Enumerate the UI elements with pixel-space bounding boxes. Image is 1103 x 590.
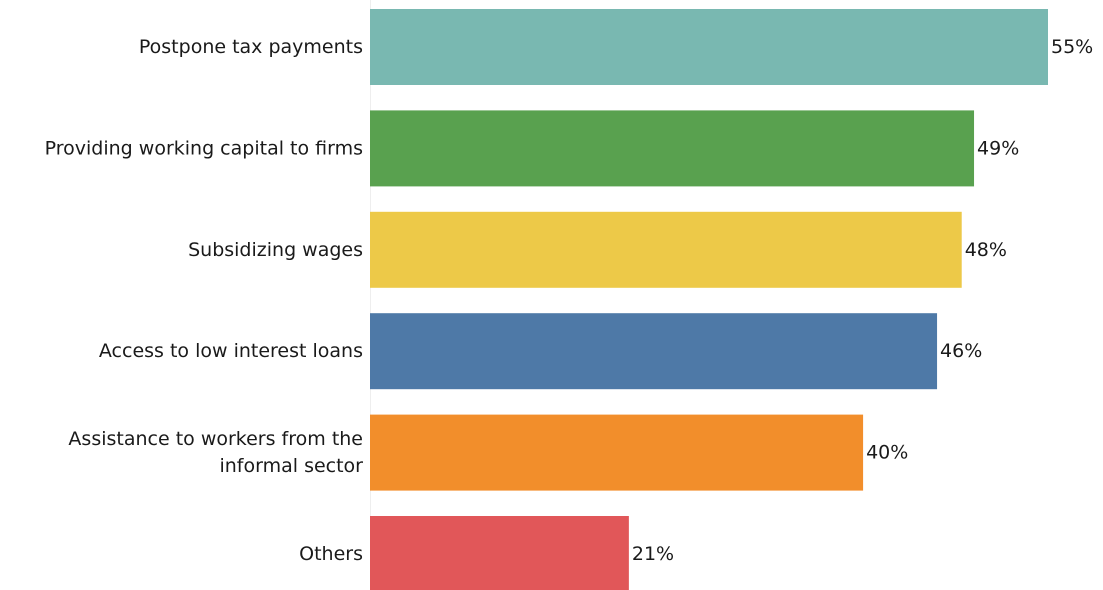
value-label-2: 48% (965, 239, 1007, 261)
value-label-3: 46% (940, 340, 982, 362)
bar-2 (370, 211, 962, 288)
bar-5 (370, 516, 629, 590)
bars-group (370, 9, 1048, 590)
category-label-0: Postpone tax payments (139, 36, 363, 58)
category-label-4-line-1: informal sector (219, 455, 363, 477)
bar-0 (370, 9, 1048, 85)
value-label-1: 49% (977, 137, 1019, 159)
category-labels-group: Postpone tax payments Providing working c… (45, 36, 364, 565)
value-label-5: 21% (632, 543, 674, 565)
value-label-0: 55% (1051, 36, 1093, 58)
category-label-5: Others (299, 543, 363, 565)
bar-3 (370, 313, 938, 390)
category-label-4-line-0: Assistance to workers from the (68, 428, 363, 450)
value-label-4: 40% (866, 442, 908, 464)
value-labels-group: 55% 49% 48% 46% 40% 21% (632, 36, 1093, 565)
bar-4 (370, 414, 864, 491)
category-label-2: Subsidizing wages (188, 239, 363, 261)
category-label-3: Access to low interest loans (99, 340, 363, 362)
bar-1 (370, 110, 975, 187)
category-label-1: Providing working capital to firms (45, 137, 363, 159)
